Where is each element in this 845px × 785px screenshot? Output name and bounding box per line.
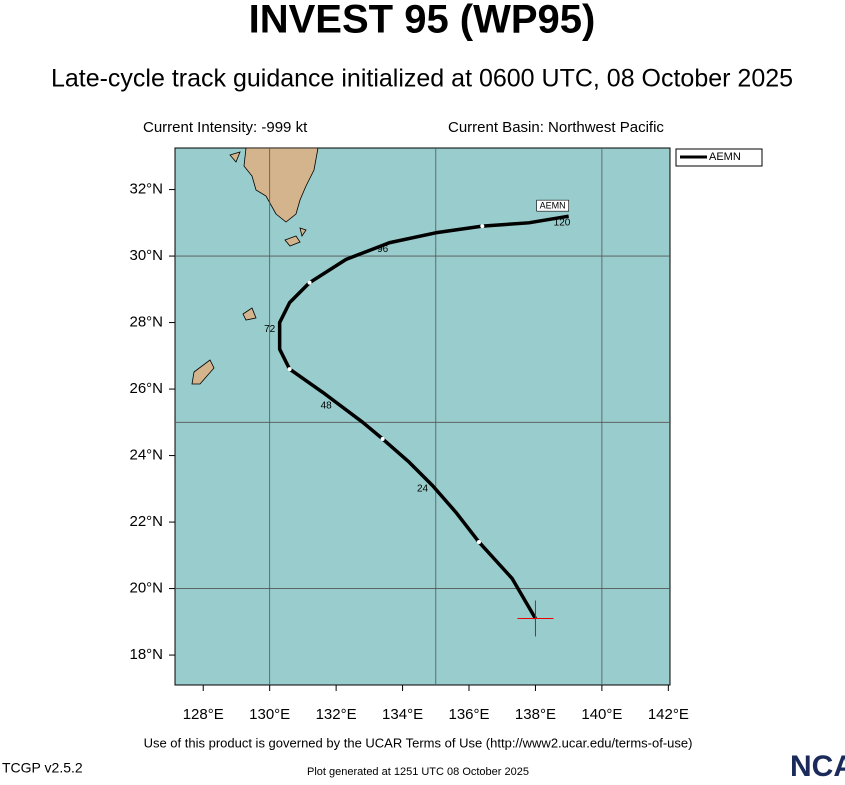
x-tick-label: 132°E bbox=[316, 706, 357, 723]
x-tick-label: 140°E bbox=[581, 706, 622, 723]
map-area bbox=[174, 147, 671, 686]
hour-label: 120 bbox=[554, 217, 571, 228]
x-tick-label: 130°E bbox=[249, 706, 290, 723]
y-tick-label: 30°N bbox=[129, 247, 163, 264]
land bbox=[191, 147, 319, 385]
x-tick-label: 136°E bbox=[448, 706, 489, 723]
track-marker bbox=[380, 436, 385, 441]
hour-label: 24 bbox=[417, 483, 429, 494]
model-tag: AEMN bbox=[540, 201, 566, 211]
version: TCGP v2.5.2 bbox=[2, 760, 83, 776]
terms: Use of this product is governed by the U… bbox=[144, 735, 693, 750]
track-marker bbox=[307, 280, 312, 285]
y-tick-label: 22°N bbox=[129, 513, 163, 530]
generated: Plot generated at 1251 UTC 08 October 20… bbox=[307, 766, 529, 778]
track-marker bbox=[476, 540, 481, 545]
y-tick-label: 24°N bbox=[129, 447, 163, 464]
legend-label: AEMN bbox=[709, 151, 741, 163]
hour-label: 72 bbox=[264, 324, 276, 335]
logo: NCAR bbox=[790, 750, 845, 780]
x-tick-label: 128°E bbox=[183, 706, 224, 723]
model-tag-box bbox=[536, 199, 569, 212]
x-tick-label: 142°E bbox=[648, 706, 689, 723]
y-tick-label: 18°N bbox=[129, 646, 163, 663]
subtitle: Late-cycle track guidance initialized at… bbox=[51, 65, 793, 93]
x-tick-label: 138°E bbox=[515, 706, 556, 723]
basin: Current Basin: Northwest Pacific bbox=[448, 119, 664, 136]
hour-label: 96 bbox=[377, 244, 389, 255]
y-tick-label: 28°N bbox=[129, 314, 163, 331]
x-tick-label: 134°E bbox=[382, 706, 423, 723]
y-tick-label: 20°N bbox=[129, 580, 163, 597]
legend-box bbox=[675, 148, 763, 167]
track-marker bbox=[480, 224, 485, 229]
hour-label: 48 bbox=[321, 400, 333, 411]
track-marker bbox=[287, 367, 292, 372]
intensity: Current Intensity: -999 kt bbox=[143, 119, 308, 136]
title: INVEST 95 (WP95) bbox=[249, 0, 596, 42]
y-tick-label: 26°N bbox=[129, 380, 163, 397]
y-tick-label: 32°N bbox=[129, 181, 163, 198]
